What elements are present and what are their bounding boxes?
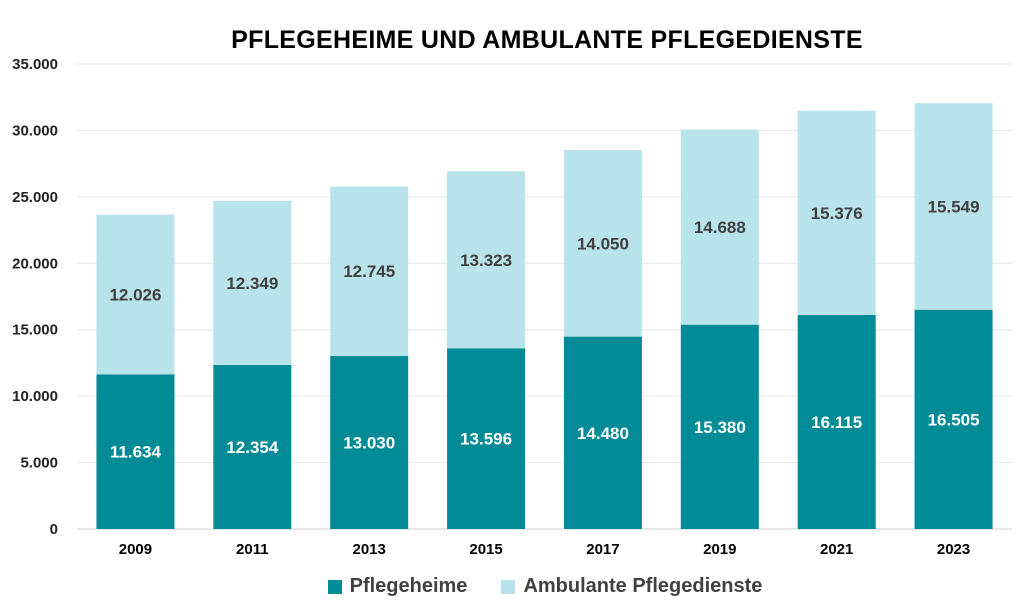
x-tick-label: 2009 <box>119 541 152 558</box>
bar-pflegeheime <box>96 374 175 529</box>
data-label: 12.354 <box>226 438 279 457</box>
y-axis: 0 5.000 10.000 15.000 20.000 25.000 30.000 35.0… <box>12 56 58 538</box>
data-label: 12.349 <box>226 274 278 293</box>
data-label: 13.323 <box>460 251 512 270</box>
legend: Pflegeheime Ambulante Pflegedienste <box>0 575 1024 598</box>
x-axis: 2009 2011 2013 2015 2017 2019 2021 2023 <box>119 541 971 558</box>
y-tick-label: 35.000 <box>12 56 58 73</box>
y-tick-label: 30.000 <box>12 122 58 139</box>
bar-ambulante-pflegedienste <box>447 171 526 349</box>
chart-title: PFLEGEHEIME UND AMBULANTE PFLEGEDIENSTE <box>231 26 863 54</box>
data-label: 15.549 <box>928 197 980 216</box>
x-tick-label: 2021 <box>820 541 853 558</box>
bar-pflegeheime <box>330 355 409 529</box>
bar-pflegeheime <box>797 314 876 529</box>
bar-pflegeheime <box>680 324 759 529</box>
bar-ambulante-pflegedienste <box>914 103 993 310</box>
bar-ambulante-pflegedienste <box>797 110 876 315</box>
bar-ambulante-pflegedienste <box>330 186 409 356</box>
data-label: 12.745 <box>343 262 395 281</box>
legend-label-ambulante-pflegedienste: Ambulante Pflegedienste <box>523 575 763 597</box>
x-tick-label: 2017 <box>586 541 619 558</box>
data-label: 13.596 <box>460 430 512 449</box>
y-tick-label: 0 <box>50 521 58 538</box>
x-tick-label: 2019 <box>703 541 736 558</box>
y-tick-label: 15.000 <box>12 322 58 339</box>
bar-ambulante-pflegedienste <box>96 214 175 375</box>
data-label: 15.380 <box>694 418 746 437</box>
data-label: 16.115 <box>811 413 862 432</box>
legend-swatch-ambulante-pflegedienste <box>501 579 516 594</box>
legend-item-ambulante-pflegedienste: Ambulante Pflegedienste <box>501 575 762 598</box>
x-tick-label: 2013 <box>353 541 386 558</box>
data-label: 13.030 <box>343 433 395 452</box>
bar-pflegeheime <box>914 309 993 529</box>
y-tick-label: 20.000 <box>12 255 58 272</box>
x-tick-label: 2011 <box>236 541 269 558</box>
data-labels: 11.634 12.026 12.354 12.349 13.030 12.745 13.5… <box>109 197 979 461</box>
x-tick-label: 2023 <box>937 541 970 558</box>
bar-ambulante-pflegedienste <box>563 149 642 337</box>
y-tick-label: 25.000 <box>12 189 58 206</box>
data-label: 12.026 <box>109 286 161 305</box>
data-label: 14.480 <box>577 424 629 443</box>
bar-pflegeheime <box>447 348 526 529</box>
bar-ambulante-pflegedienste <box>680 129 759 325</box>
legend-label-pflegeheime: Pflegeheime <box>349 575 468 597</box>
data-label: 16.505 <box>928 410 980 429</box>
bar-pflegeheime <box>213 364 292 529</box>
x-tick-label: 2015 <box>469 541 502 558</box>
data-label: 14.688 <box>694 218 746 237</box>
bar-ambulante-pflegedienste <box>213 200 292 365</box>
y-tick-label: 10.000 <box>12 388 58 405</box>
y-tick-label: 5.000 <box>20 455 58 472</box>
data-label: 11.634 <box>110 443 162 462</box>
legend-swatch-pflegeheime <box>327 579 342 594</box>
legend-item-pflegeheime: Pflegeheime <box>327 575 468 598</box>
data-label: 15.376 <box>811 204 863 223</box>
bars <box>96 103 993 529</box>
bar-pflegeheime <box>563 336 642 529</box>
data-label: 14.050 <box>577 234 629 253</box>
